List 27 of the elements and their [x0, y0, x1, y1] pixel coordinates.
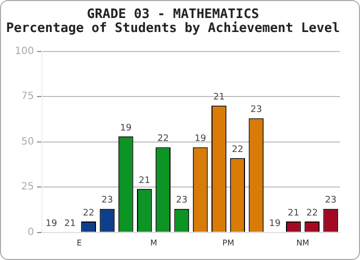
x-tick-label: PM — [222, 238, 234, 248]
text: 19 — [46, 219, 58, 230]
text: 19 — [194, 134, 206, 144]
text: Percentage of Students by Achievement Level — [6, 20, 340, 36]
y-tick-label: 0 — [28, 226, 34, 238]
text: 21 — [288, 208, 300, 218]
text: 23 — [176, 196, 188, 206]
text: 22 — [232, 144, 244, 155]
x-tick-label: M — [150, 238, 158, 248]
y-tick-label: 75 — [21, 91, 34, 102]
x-tick-label: E — [76, 238, 82, 248]
series-label: 19 — [120, 123, 132, 134]
x-tick-label: NM — [296, 238, 310, 248]
y-tick-label: 100 — [14, 46, 34, 57]
series-label: 22 — [82, 208, 94, 218]
text: GRADE 03 - MATHEMATICS — [86, 7, 260, 22]
series-label: 23 — [101, 196, 113, 206]
text: 23 — [324, 196, 336, 206]
y-tick-label: 50 — [21, 136, 34, 148]
text: 21 — [64, 219, 76, 230]
text: 22 — [306, 208, 318, 218]
y-tick-label: 25 — [21, 182, 34, 193]
series-label: 21 — [138, 176, 150, 186]
text: 21 — [213, 92, 225, 102]
text: 19 — [269, 219, 281, 230]
text: 22 — [157, 134, 169, 144]
text: 23 — [250, 105, 262, 116]
